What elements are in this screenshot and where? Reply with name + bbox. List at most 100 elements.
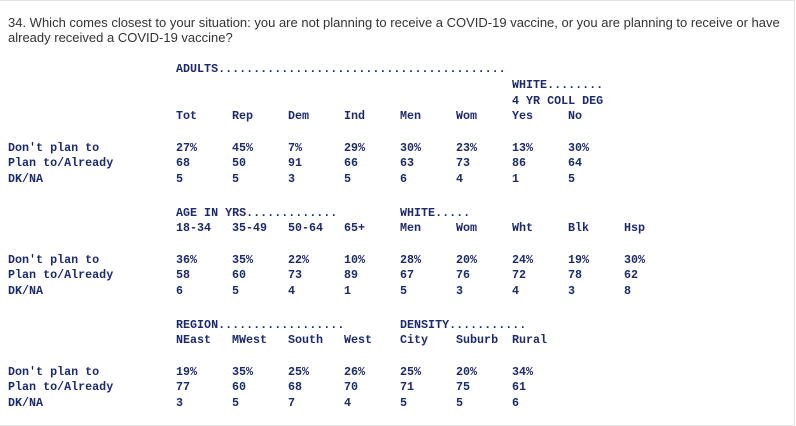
table-cell: 25%	[288, 365, 310, 379]
table-cell: 68	[176, 156, 191, 170]
table-cell: 5	[456, 396, 464, 410]
table-cell: 64	[568, 156, 583, 170]
table-cell: 1	[344, 284, 352, 298]
column-header: Wom	[456, 221, 478, 235]
table-cell: 35%	[232, 253, 254, 267]
table-cell: 28%	[400, 253, 422, 267]
question-text: 34. Which comes closest to your situatio…	[8, 15, 780, 45]
table-cell: 6	[176, 284, 184, 298]
table-cell: 5	[176, 172, 184, 186]
column-header: Rep	[232, 109, 254, 123]
table-cell: 50	[232, 156, 247, 170]
column-header: No	[568, 109, 583, 123]
column-header: Wom	[456, 109, 478, 123]
table-cell: 75	[456, 380, 471, 394]
table-cell: 35%	[232, 365, 254, 379]
table-cell: 3	[568, 284, 576, 298]
table-cell: 5	[344, 172, 352, 186]
table-cell: 19%	[176, 365, 198, 379]
column-header: Suburb	[456, 333, 499, 347]
column-header: Ind	[344, 109, 366, 123]
table-cell: 10%	[344, 253, 366, 267]
table-cell: 63	[400, 156, 415, 170]
column-header: Blk	[568, 221, 590, 235]
table-cell: 5	[400, 284, 408, 298]
table-cell: 72	[512, 268, 527, 282]
column-header: 18-34	[176, 221, 212, 235]
row-label-dk-na: DK/NA	[8, 172, 44, 186]
table-cell: 91	[288, 156, 303, 170]
row-label-dk-na: DK/NA	[8, 396, 44, 410]
table-cell: 7	[288, 396, 296, 410]
column-header: Wht	[512, 221, 534, 235]
table-cell: 24%	[512, 253, 534, 267]
table-cell: 30%	[568, 141, 590, 155]
table-cell: 60	[232, 380, 247, 394]
table-cell: 4	[512, 284, 520, 298]
table-cell: 1	[512, 172, 520, 186]
row-label-plan-to-already: Plan to/Already	[8, 380, 114, 394]
table-cell: 20%	[456, 253, 478, 267]
table-cell: 4	[288, 284, 296, 298]
column-header: Yes	[512, 109, 534, 123]
table-cell: 60	[232, 268, 247, 282]
table-cell: 6	[400, 172, 408, 186]
table-cell: 61	[512, 380, 527, 394]
table-cell: 70	[344, 380, 359, 394]
table-cell: 20%	[456, 365, 478, 379]
table-cell: 71	[400, 380, 415, 394]
table-cell: 5	[568, 172, 576, 186]
table-cell: 5	[232, 284, 240, 298]
table-cell: 25%	[400, 365, 422, 379]
table-cell: 86	[512, 156, 527, 170]
column-header: NEast	[176, 333, 212, 347]
column-header: MWest	[232, 333, 268, 347]
table-cell: 5	[400, 396, 408, 410]
table-cell: 5	[232, 396, 240, 410]
table-cell: 3	[288, 172, 296, 186]
group-header-region: REGION..................	[176, 318, 345, 332]
column-header: West	[344, 333, 373, 347]
row-label-plan-to-already: Plan to/Already	[8, 156, 114, 170]
table-cell: 30%	[400, 141, 422, 155]
group-header-density: DENSITY...........	[400, 318, 527, 332]
table-cell: 4	[344, 396, 352, 410]
column-header: 65+	[344, 221, 366, 235]
row-label-dk-na: DK/NA	[8, 284, 44, 298]
table-cell: 7%	[288, 141, 303, 155]
column-header: Hsp	[624, 221, 646, 235]
column-header: South	[288, 333, 324, 347]
table-cell: 68	[288, 380, 303, 394]
table-cell: 19%	[568, 253, 590, 267]
table-cell: 4	[456, 172, 464, 186]
table-cell: 8	[624, 284, 632, 298]
group-header-white-degree: 4 YR COLL DEG	[512, 94, 604, 108]
table-cell: 34%	[512, 365, 534, 379]
table-cell: 22%	[288, 253, 310, 267]
table-cell: 58	[176, 268, 191, 282]
row-label-plan-to-already: Plan to/Already	[8, 268, 114, 282]
table-cell: 29%	[344, 141, 366, 155]
table-cell: 62	[624, 268, 639, 282]
column-header: City	[400, 333, 429, 347]
table-cell: 73	[456, 156, 471, 170]
table-cell: 36%	[176, 253, 198, 267]
table-cell: 66	[344, 156, 359, 170]
table-cell: 89	[344, 268, 359, 282]
table-cell: 3	[176, 396, 184, 410]
table-cell: 6	[512, 396, 520, 410]
column-header: Rural	[512, 333, 548, 347]
group-header-age: AGE IN YRS.............	[176, 206, 338, 220]
table-cell: 78	[568, 268, 583, 282]
row-label-dont-plan-to: Don't plan to	[8, 253, 100, 267]
column-header: Men	[400, 221, 422, 235]
table-cell: 5	[232, 172, 240, 186]
column-header: Men	[400, 109, 422, 123]
table-cell: 23%	[456, 141, 478, 155]
row-label-dont-plan-to: Don't plan to	[8, 365, 100, 379]
table-cell: 30%	[624, 253, 646, 267]
column-header: 50-64	[288, 221, 324, 235]
table-cell: 73	[288, 268, 303, 282]
table-cell: 76	[456, 268, 471, 282]
column-header: 35-49	[232, 221, 268, 235]
